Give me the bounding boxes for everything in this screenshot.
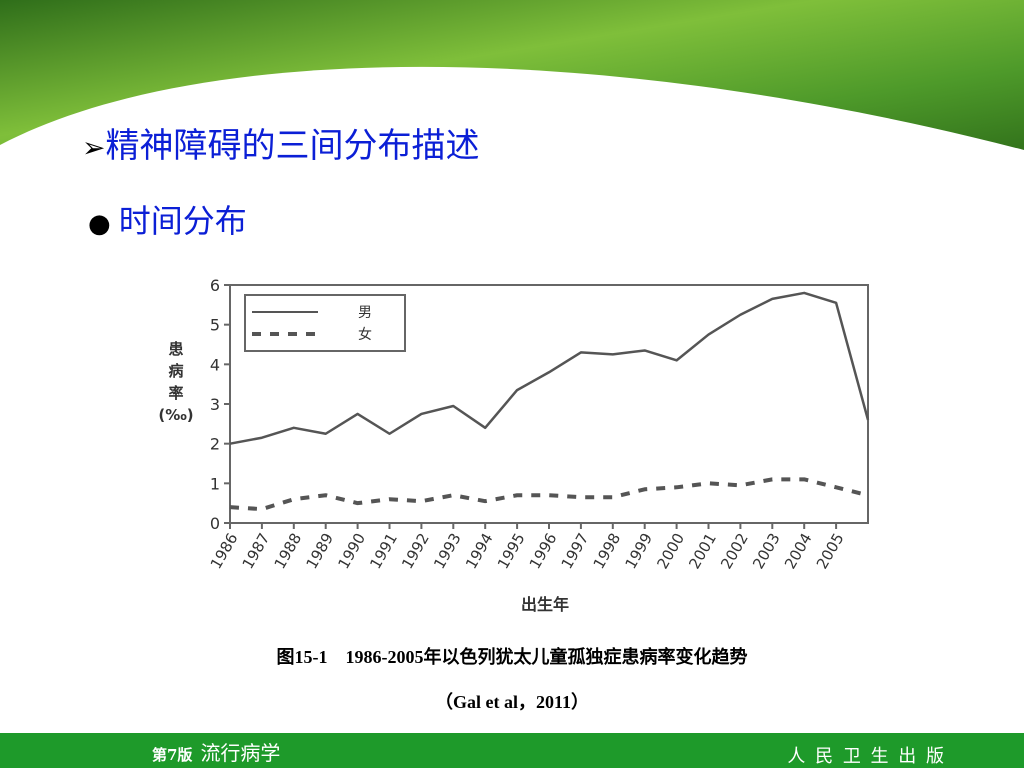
x-tick-label: 1997 (558, 530, 593, 572)
x-tick-label: 1992 (398, 530, 433, 572)
x-tick-label: 2002 (717, 530, 752, 572)
y-axis-label: 病 (168, 362, 183, 380)
series-line (229, 291, 870, 445)
legend-label: 女 (358, 326, 372, 343)
x-tick-label: 1986 (207, 530, 242, 572)
caption: （Gal et al，2011） (435, 692, 589, 712)
x-axis-label: 出生年 (521, 595, 569, 614)
x-tick-label: 1989 (302, 530, 337, 572)
x-tick-label: 1995 (494, 530, 529, 572)
x-tick-label: 1994 (462, 530, 497, 572)
x-tick-label: 1987 (239, 530, 274, 572)
x-tick-label: 1996 (526, 530, 561, 572)
chart: 0123456198619871988198919901991199219931… (158, 276, 870, 614)
x-tick-label: 2001 (685, 530, 720, 572)
x-tick-label: 2003 (749, 530, 784, 572)
y-tick-label: 5 (210, 316, 220, 335)
x-tick-label: 1988 (271, 530, 306, 572)
y-tick-label: 0 (210, 514, 220, 533)
x-tick-label: 1998 (590, 530, 625, 572)
footer-bar (0, 733, 1024, 768)
slide-title: ➢精神障碍的三间分布描述 (82, 126, 480, 166)
y-tick-label: 3 (210, 395, 220, 414)
y-axis-label: 率 (168, 384, 183, 402)
series-line (229, 477, 869, 512)
y-axis-label: 患 (168, 340, 183, 358)
x-tick-label: 1991 (366, 530, 401, 572)
y-tick-label: 6 (210, 276, 220, 295)
edition: 第7版 (152, 746, 193, 764)
x-tick-label: 2004 (781, 530, 816, 572)
x-tick-label: 1990 (334, 530, 369, 572)
footer-left: 第7版 流行病学 (152, 737, 280, 766)
legend-label: 男 (358, 305, 372, 321)
y-tick-label: 1 (210, 474, 220, 493)
title-text: 精神障碍的三间分布描述 (105, 126, 480, 166)
publisher: 人 民 卫 生 出 版 (787, 746, 946, 767)
course: 流行病学 (200, 741, 281, 765)
bullet-text: 时间分布 (118, 202, 247, 240)
x-tick-label: 1999 (621, 530, 656, 572)
caption: 图15-1 1986-2005年以色列犹太儿童孤独症患病率变化趋势 (276, 647, 748, 667)
y-tick-label: 2 (210, 435, 220, 454)
x-tick-label: 2000 (653, 530, 688, 572)
y-tick-label: 4 (210, 355, 220, 374)
y-axis-label: (‰) (158, 406, 193, 424)
legend-box (244, 294, 406, 352)
x-tick-label: 2005 (813, 530, 848, 572)
bullet: ● 时间分布 (88, 202, 247, 240)
x-tick-label: 1993 (430, 530, 465, 572)
